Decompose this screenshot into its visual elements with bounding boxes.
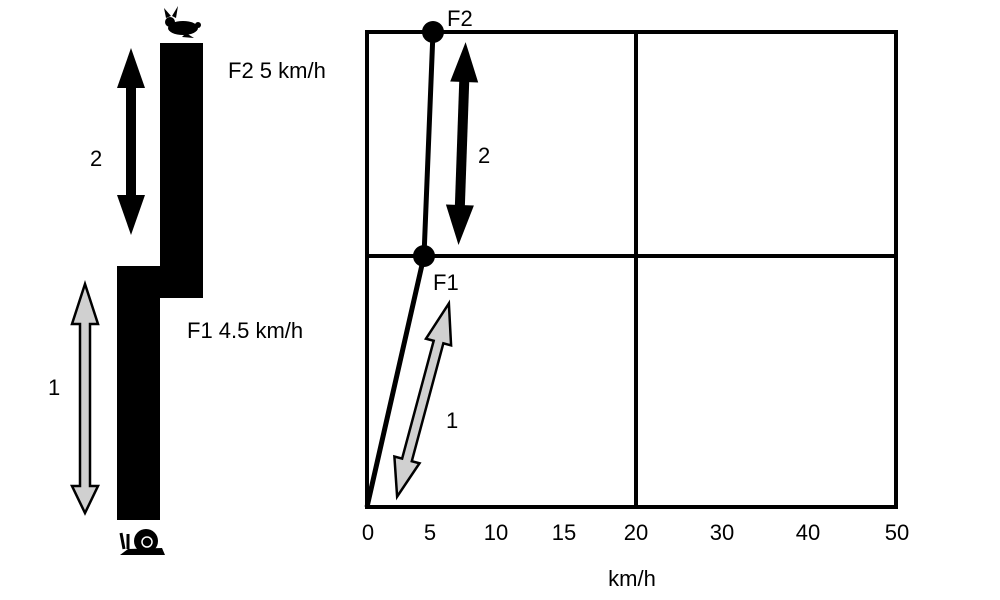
point-f1 [413, 245, 435, 267]
x-tick: 5 [424, 520, 436, 545]
f1-speed-label: F1 4.5 km/h [187, 318, 303, 343]
x-tick: 20 [624, 520, 648, 545]
f2-speed-label: F2 5 km/h [228, 58, 326, 83]
arrow2-label-graph: 2 [478, 143, 490, 168]
x-tick: 50 [885, 520, 909, 545]
x-tick: 10 [484, 520, 508, 545]
rabbit-icon [164, 6, 201, 38]
x-tick: 30 [710, 520, 734, 545]
x-tick: 0 [362, 520, 374, 545]
graph-grid [365, 30, 898, 509]
speed-range-arrow-2 [117, 48, 145, 235]
arrow1-label-left: 1 [48, 375, 60, 400]
speed-line [364, 31, 436, 508]
point-f2-label: F2 [447, 6, 473, 31]
speed-range-arrow-1 [70, 279, 100, 516]
bar-lower [117, 266, 160, 520]
point-f1-label: F1 [433, 270, 459, 295]
point-f2 [422, 21, 444, 43]
snail-icon [119, 529, 165, 555]
arrow2-label-left: 2 [90, 146, 102, 171]
bar-upper [160, 43, 203, 298]
arrow1-label-graph: 1 [446, 408, 458, 433]
x-axis-label: km/h [608, 566, 656, 591]
x-axis-ticks: 0 5 10 15 20 30 40 50 [362, 520, 909, 545]
graph-arrow-1 [393, 299, 453, 501]
x-tick: 40 [796, 520, 820, 545]
graph-arrow-2 [445, 42, 479, 245]
x-tick: 15 [552, 520, 576, 545]
